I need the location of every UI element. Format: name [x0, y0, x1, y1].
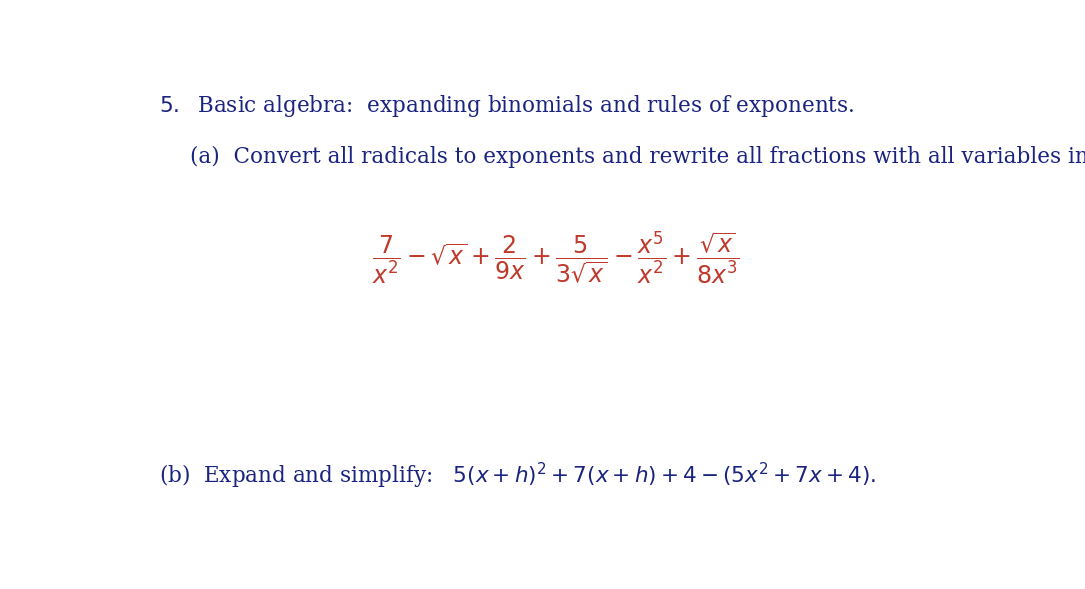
Text: $\mathrm{5.}$  Basic algebra:  expanding binomials and rules of exponents.: $\mathrm{5.}$ Basic algebra: expanding b…	[159, 93, 855, 120]
Text: $\dfrac{7}{x^2} - \sqrt{x} + \dfrac{2}{9x} + \dfrac{5}{3\sqrt{x}} - \dfrac{x^5}{: $\dfrac{7}{x^2} - \sqrt{x} + \dfrac{2}{9…	[372, 229, 740, 286]
Text: (a)  Convert all radicals to exponents and rewrite all fractions with all variab: (a) Convert all radicals to exponents an…	[190, 145, 1085, 168]
Text: (b)  Expand and simplify:   $5(x + h)^2 + 7(x + h) + 4 - (5x^2 + 7x + 4).$: (b) Expand and simplify: $5(x + h)^2 + 7…	[159, 461, 877, 491]
